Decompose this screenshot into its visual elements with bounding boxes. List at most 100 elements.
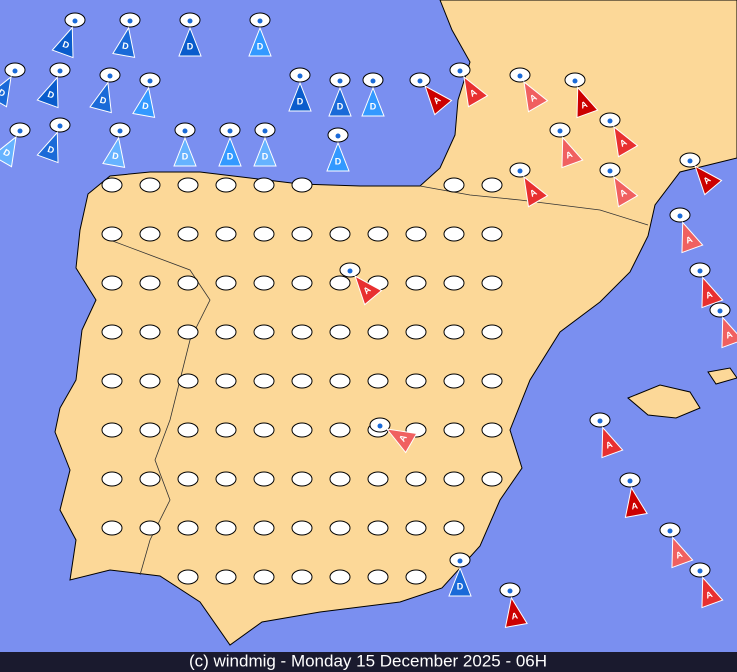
arrow-body — [178, 26, 202, 57]
marker-arrow: A — [463, 75, 489, 108]
calm-marker — [481, 275, 503, 291]
calm-marker — [253, 471, 275, 487]
wind-marker: D — [51, 12, 86, 59]
arrow-body — [385, 428, 418, 454]
wind-marker: D — [328, 72, 352, 117]
calm-marker — [177, 471, 199, 487]
marker-arrow: D — [36, 131, 59, 164]
calm-marker — [253, 177, 275, 193]
border — [419, 185, 649, 226]
calm-marker — [329, 520, 351, 536]
wind-marker: D — [218, 122, 242, 167]
marker-arrow: A — [576, 86, 599, 119]
calm-marker — [367, 373, 389, 389]
rain-drop — [12, 68, 18, 74]
marker-label: A — [684, 234, 694, 246]
calm-marker — [405, 520, 427, 536]
wind-marker: D — [132, 72, 161, 118]
wind-marker: A — [669, 207, 704, 254]
calm-marker — [443, 275, 465, 291]
calm-markers — [101, 177, 503, 585]
calm-marker — [253, 226, 275, 242]
marker-label: A — [511, 610, 520, 621]
calm-marker — [139, 373, 161, 389]
marker-arrow: D — [112, 26, 136, 58]
calm-marker — [329, 569, 351, 585]
calm-marker — [101, 177, 123, 193]
arrow-body — [328, 86, 352, 117]
wind-marker: A — [549, 122, 584, 169]
calm-marker — [291, 520, 313, 536]
arrow-body — [361, 86, 385, 117]
calm-marker — [177, 422, 199, 438]
rain-drop — [607, 118, 613, 124]
marker-label: A — [431, 94, 443, 106]
calm-marker — [177, 324, 199, 340]
calm-marker — [139, 226, 161, 242]
rain-drop — [147, 78, 153, 84]
footer-text: (c) windmig - Monday 15 December 2025 - … — [189, 651, 547, 670]
marker-label: D — [46, 144, 56, 156]
rain-drop — [347, 268, 353, 274]
arrow-body — [354, 275, 383, 306]
arrow-body — [253, 136, 277, 167]
arrow-body — [448, 566, 472, 597]
rain-drop — [697, 568, 703, 574]
wind-marker: D — [0, 62, 26, 108]
wind-marker: D — [326, 127, 350, 172]
marker-arrow: A — [385, 428, 418, 454]
marker-arrow: D — [102, 136, 126, 168]
calm-marker — [101, 422, 123, 438]
marker-arrow: A — [624, 486, 648, 518]
marker-label: D — [99, 95, 108, 106]
arrow-body — [424, 85, 453, 116]
arrow-body — [694, 165, 723, 196]
calm-marker — [291, 324, 313, 340]
calm-marker — [101, 275, 123, 291]
calm-marker — [291, 373, 313, 389]
arrow-body — [218, 136, 242, 167]
marker-arrow: D — [173, 136, 197, 167]
marker-label: A — [618, 187, 629, 199]
wind-marker: A — [499, 582, 528, 628]
marker-label: D — [141, 100, 150, 111]
rain-drop — [262, 128, 268, 134]
wind-marker: A — [709, 302, 737, 349]
calm-marker — [215, 177, 237, 193]
rain-drop — [257, 18, 263, 24]
marker-arrow: A — [701, 276, 724, 309]
calm-marker — [177, 373, 199, 389]
marker-label: D — [46, 89, 56, 101]
marker-label: A — [397, 432, 409, 443]
wind-marker: D — [173, 122, 197, 167]
wind-marker: A — [599, 112, 639, 158]
rain-drop — [457, 68, 463, 74]
calm-marker — [215, 373, 237, 389]
marker-arrow: D — [36, 76, 59, 109]
wind-marker: A — [679, 152, 723, 196]
marker-arrow: D — [51, 26, 74, 59]
calm-marker — [291, 275, 313, 291]
calm-marker — [215, 275, 237, 291]
calm-marker — [443, 471, 465, 487]
marker-arrow: A — [671, 536, 694, 569]
arrow-body — [671, 536, 694, 569]
wind-marker: A — [369, 417, 418, 454]
marker-label: D — [257, 41, 264, 51]
rain-drop — [337, 78, 343, 84]
calm-marker — [177, 569, 199, 585]
wind-marker: A — [564, 72, 599, 119]
marker-label: A — [528, 187, 539, 199]
arrow-body — [701, 276, 724, 309]
marker-label: D — [0, 87, 8, 99]
wind-marker: D — [288, 67, 312, 112]
calm-marker — [367, 471, 389, 487]
marker-label: D — [182, 151, 189, 161]
calm-marker — [405, 324, 427, 340]
wind-marker: D — [36, 62, 71, 109]
marker-arrow: D — [328, 86, 352, 117]
marker-arrow: D — [132, 86, 156, 118]
calm-marker — [367, 569, 389, 585]
wind-marker: D — [253, 122, 277, 167]
